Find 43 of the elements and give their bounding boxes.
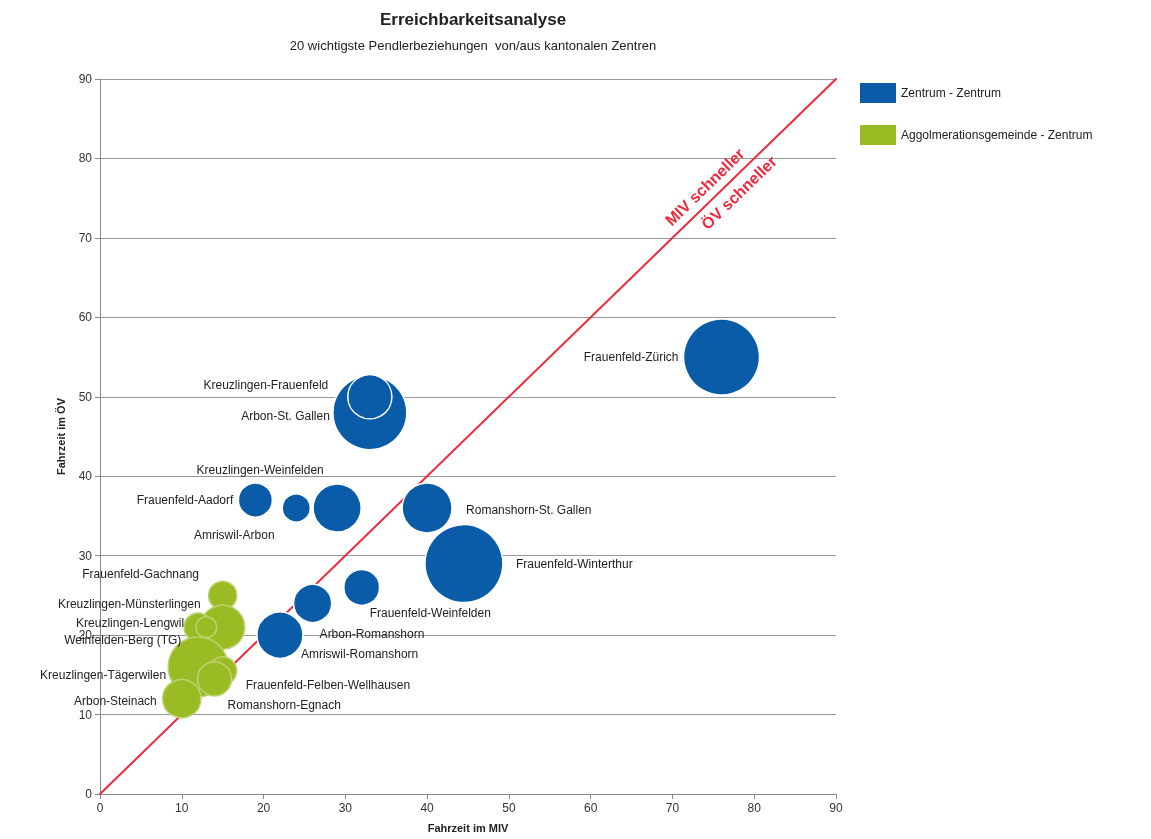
y-tick-label: 70 bbox=[78, 230, 93, 245]
x-tick-label: 50 bbox=[502, 801, 516, 815]
y-axis-title: Fahrzeit im ÖV bbox=[54, 397, 67, 476]
annotation: Frauenfeld-Gachnang bbox=[82, 567, 200, 582]
annotation: Frauenfeld-Felben-Wellhausen bbox=[245, 677, 411, 692]
legend-label: Aggolmerationsgemeinde - Zentrum bbox=[901, 128, 1093, 142]
chart-title: Erreichbarkeitsanalyse bbox=[379, 10, 567, 29]
annotation: Kreuzlingen-Frauenfeld bbox=[203, 377, 329, 392]
y-tick-label: 60 bbox=[78, 310, 93, 325]
annotation: Arbon-St. Gallen bbox=[241, 408, 330, 423]
y-tick-label: 80 bbox=[78, 151, 93, 166]
x-tick-label: 90 bbox=[829, 801, 843, 815]
y-tick-label: 10 bbox=[78, 707, 93, 722]
y-tick-label: 50 bbox=[78, 389, 93, 404]
x-tick-label: 80 bbox=[747, 801, 762, 815]
x-tick-label: 60 bbox=[583, 801, 598, 815]
x-tick-label: 0 bbox=[96, 801, 104, 815]
x-tick-label: 20 bbox=[256, 801, 271, 815]
annotation: Frauenfeld-Weinfelden bbox=[369, 606, 491, 621]
x-tick-label: 40 bbox=[420, 801, 435, 815]
x-axis-title: Fahrzeit im MIV bbox=[427, 821, 509, 834]
y-tick-label: 90 bbox=[78, 72, 93, 86]
annotation: Frauenfeld-Zürich bbox=[583, 350, 679, 365]
annotation: Frauenfeld-Aadorf bbox=[136, 493, 235, 508]
annotation: Arbon-Romanshorn bbox=[319, 627, 425, 642]
y-tick-label: 40 bbox=[78, 469, 93, 484]
annotation: Kreuzlingen-Tägerwilen bbox=[40, 667, 167, 682]
legend-label: Zentrum - Zentrum bbox=[901, 86, 1002, 100]
annotation: Kreuzlingen-Münsterlingen bbox=[57, 597, 201, 612]
annotation: Amriswil-Arbon bbox=[193, 528, 275, 542]
annotation: Romanshorn-Egnach bbox=[227, 697, 341, 712]
annotation: Romanshorn-St. Gallen bbox=[466, 503, 592, 517]
annotation: Kreuzlingen-Weinfelden bbox=[196, 463, 324, 477]
x-tick-label: 30 bbox=[338, 801, 353, 815]
chart-subtitle: 20 wichtigste Pendlerbeziehungen von/aus kantonalen Zentren bbox=[289, 38, 657, 53]
y-tick-label: 30 bbox=[78, 548, 93, 563]
annotation: Frauenfeld-Winterthur bbox=[515, 556, 633, 571]
y-tick-label: 0 bbox=[85, 787, 93, 801]
x-tick-label: 70 bbox=[665, 801, 680, 815]
annotation: Arbon-Steinach bbox=[74, 693, 157, 708]
annotation: Kreuzlingen-Lengwil bbox=[76, 616, 185, 631]
annotation: Amriswil-Romanshorn bbox=[300, 647, 419, 662]
x-tick-label: 10 bbox=[175, 801, 189, 815]
